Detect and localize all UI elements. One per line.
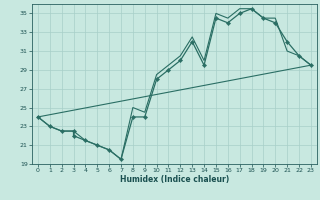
X-axis label: Humidex (Indice chaleur): Humidex (Indice chaleur) [120, 175, 229, 184]
